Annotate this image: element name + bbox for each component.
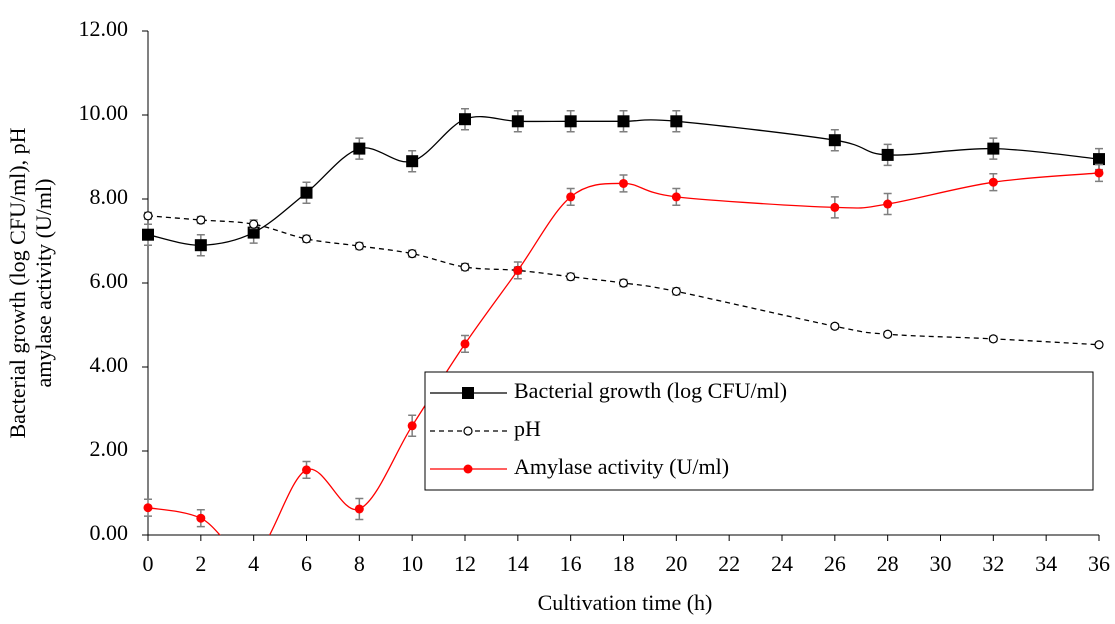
y-tick-label: 0.00 bbox=[90, 520, 129, 545]
data-point bbox=[353, 143, 365, 155]
y-tick-label: 12.00 bbox=[79, 16, 129, 41]
data-point bbox=[144, 503, 153, 512]
data-point bbox=[882, 149, 894, 161]
x-tick-label: 14 bbox=[507, 551, 529, 576]
x-tick-label: 34 bbox=[1035, 551, 1057, 576]
x-tick-label: 26 bbox=[824, 551, 846, 576]
x-tick-label: 16 bbox=[560, 551, 582, 576]
x-tick-label: 10 bbox=[401, 551, 423, 576]
data-point bbox=[884, 330, 892, 338]
data-point bbox=[1095, 341, 1103, 349]
legend-label: Amylase activity (U/ml) bbox=[514, 454, 729, 479]
x-tick-label: 22 bbox=[718, 551, 740, 576]
data-point bbox=[989, 335, 997, 343]
data-point bbox=[987, 143, 999, 155]
data-point bbox=[619, 179, 628, 188]
data-point bbox=[197, 216, 205, 224]
legend-marker bbox=[464, 427, 472, 435]
x-tick-label: 24 bbox=[771, 551, 793, 576]
x-tick-label: 20 bbox=[665, 551, 687, 576]
chart: Cultivation time (h) Bacterial growth (l… bbox=[0, 0, 1115, 624]
y-tick-label: 4.00 bbox=[90, 352, 129, 377]
data-point bbox=[303, 235, 311, 243]
x-tick-label: 30 bbox=[930, 551, 952, 576]
y-axis-title: amylase activity (U/ml) bbox=[31, 179, 56, 388]
legend-marker bbox=[462, 387, 474, 399]
legend-label: Bacterial growth (log CFU/ml) bbox=[514, 378, 787, 403]
x-tick-label: 28 bbox=[877, 551, 899, 576]
data-point bbox=[142, 229, 154, 241]
y-tick-label: 10.00 bbox=[79, 100, 129, 125]
y-tick-label: 2.00 bbox=[90, 436, 129, 461]
y-tick-label: 8.00 bbox=[90, 184, 129, 209]
data-point bbox=[355, 504, 364, 513]
data-point bbox=[512, 115, 524, 127]
data-point bbox=[618, 115, 630, 127]
x-tick-label: 8 bbox=[354, 551, 365, 576]
data-point bbox=[883, 200, 892, 209]
data-point bbox=[567, 273, 575, 281]
data-point bbox=[830, 203, 839, 212]
x-tick-label: 18 bbox=[613, 551, 635, 576]
data-point bbox=[672, 192, 681, 201]
data-point bbox=[408, 421, 417, 430]
data-point bbox=[355, 242, 363, 250]
data-point bbox=[831, 322, 839, 330]
legend-marker bbox=[464, 465, 473, 474]
plot-area bbox=[142, 109, 1105, 565]
legend-label: pH bbox=[514, 416, 541, 441]
data-point bbox=[1093, 153, 1105, 165]
x-tick-label: 36 bbox=[1088, 551, 1110, 576]
x-axis-title: Cultivation time (h) bbox=[538, 590, 713, 615]
data-point bbox=[250, 220, 258, 228]
x-tick-label: 4 bbox=[248, 551, 259, 576]
data-point bbox=[406, 155, 418, 167]
data-point bbox=[566, 192, 575, 201]
data-point bbox=[620, 279, 628, 287]
data-point bbox=[195, 239, 207, 251]
data-point bbox=[989, 178, 998, 187]
data-point bbox=[459, 113, 471, 125]
x-tick-label: 6 bbox=[301, 551, 312, 576]
data-point bbox=[144, 212, 152, 220]
y-tick-label: 6.00 bbox=[90, 268, 129, 293]
x-tick-label: 12 bbox=[454, 551, 476, 576]
data-point bbox=[829, 134, 841, 146]
data-point bbox=[302, 465, 311, 474]
data-point bbox=[196, 514, 205, 523]
data-point bbox=[672, 287, 680, 295]
x-tick-label: 2 bbox=[195, 551, 206, 576]
data-point bbox=[565, 115, 577, 127]
x-tick-label: 32 bbox=[982, 551, 1004, 576]
data-point bbox=[301, 187, 313, 199]
data-point bbox=[408, 250, 416, 258]
series-line bbox=[148, 173, 1099, 557]
data-point bbox=[461, 339, 470, 348]
data-point bbox=[1095, 168, 1104, 177]
data-point bbox=[670, 115, 682, 127]
data-point bbox=[513, 266, 522, 275]
data-point bbox=[461, 263, 469, 271]
y-axis-title: Bacterial growth (log CFU/ml), pH bbox=[5, 127, 30, 438]
x-tick-label: 0 bbox=[143, 551, 154, 576]
